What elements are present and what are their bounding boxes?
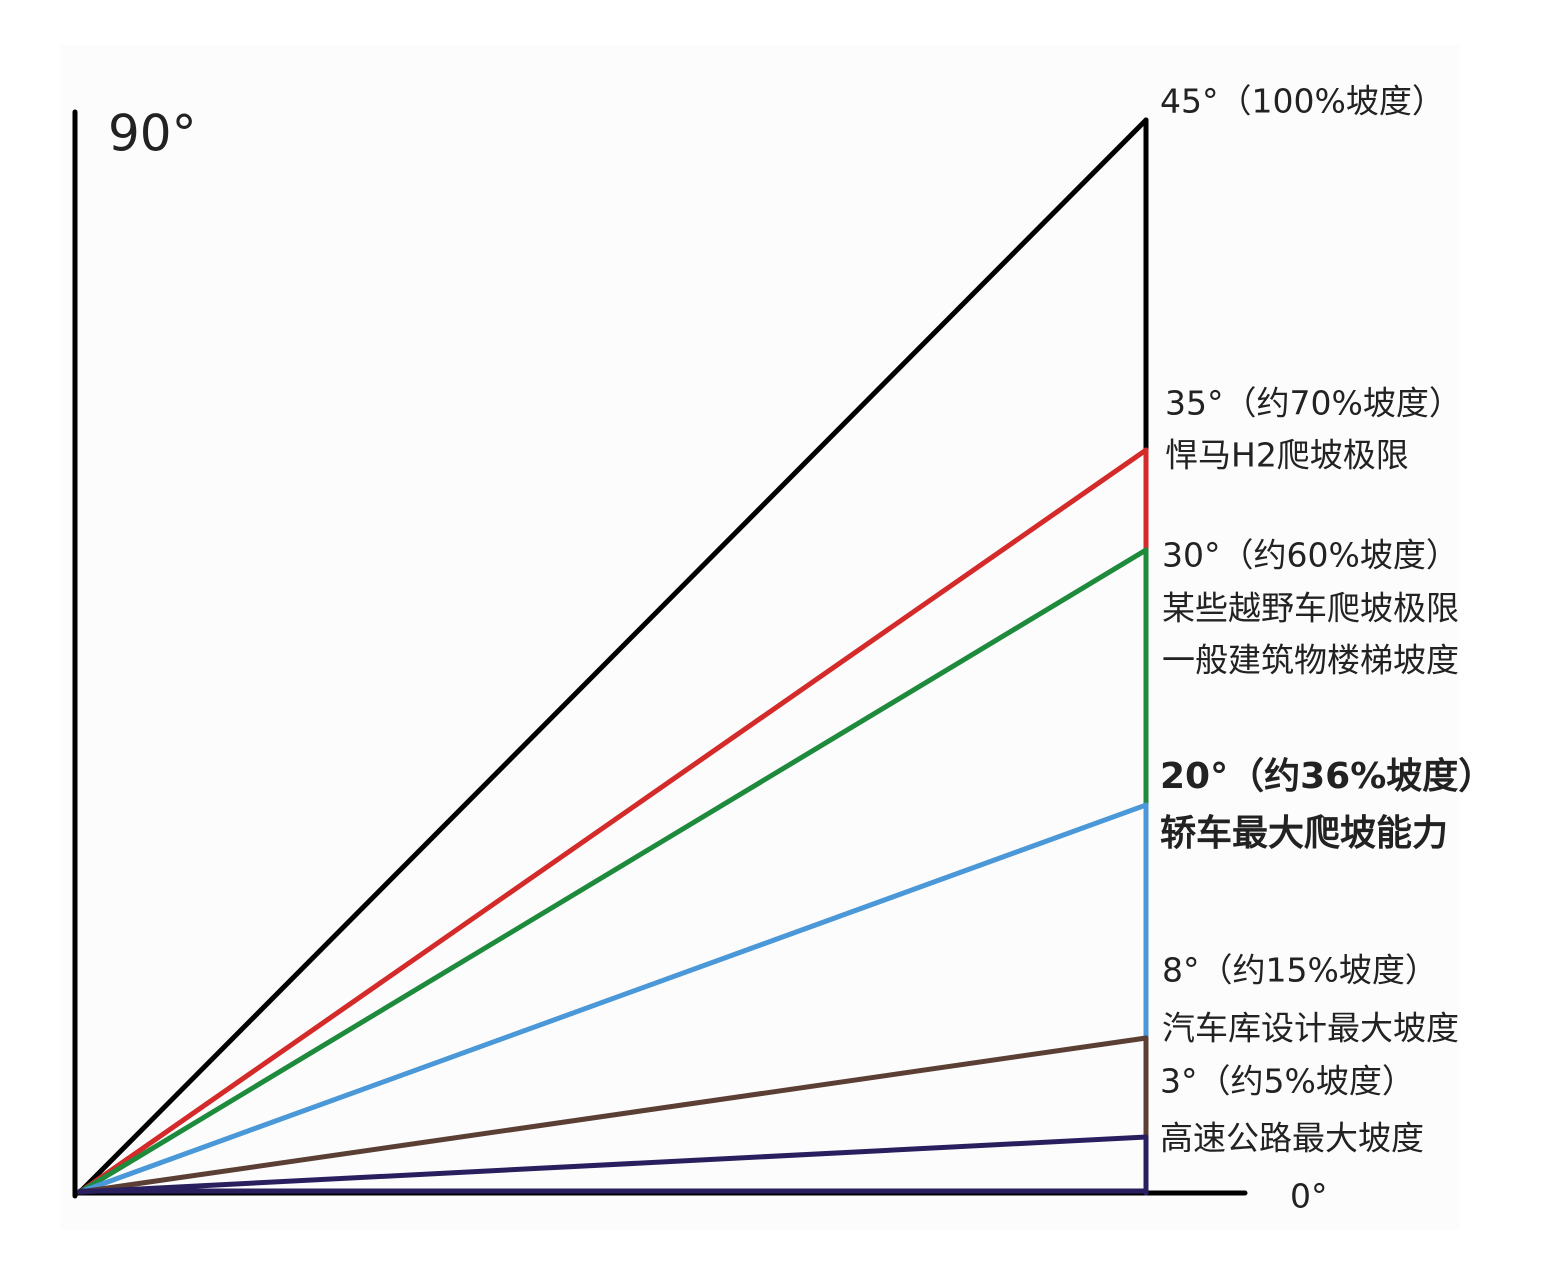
slope-label: 35°（约70%坡度） <box>1165 384 1462 423</box>
horizontal-label: 0° <box>1290 1177 1328 1216</box>
slope-note: 汽车库设计最大坡度 <box>1162 1009 1459 1048</box>
slope-note: 某些越野车爬坡极限 <box>1162 589 1459 628</box>
slope-note: 悍马H2爬坡极限 <box>1165 436 1409 475</box>
slope-label: 30°（约60%坡度） <box>1162 536 1459 575</box>
slope-label: 20°（约36%坡度） <box>1160 756 1494 797</box>
slope-label: 3°（约5%坡度） <box>1160 1062 1415 1101</box>
slope-line <box>77 802 1149 1195</box>
slope-line <box>77 447 1149 1195</box>
slope-label: 45°（100%坡度） <box>1160 82 1445 121</box>
slope-line <box>77 1134 1149 1195</box>
slope-line <box>77 117 1149 1195</box>
slope-line <box>77 1035 1149 1195</box>
slope-note: 轿车最大爬坡能力 <box>1160 813 1448 854</box>
vertical-label: 90° <box>108 105 197 163</box>
slope-line <box>77 547 1149 1195</box>
slope-note: 高速公路最大坡度 <box>1160 1119 1424 1158</box>
panel <box>60 45 1460 1230</box>
slope-note: 一般建筑物楼梯坡度 <box>1162 641 1459 680</box>
slope-label: 8°（约15%坡度） <box>1162 951 1438 990</box>
